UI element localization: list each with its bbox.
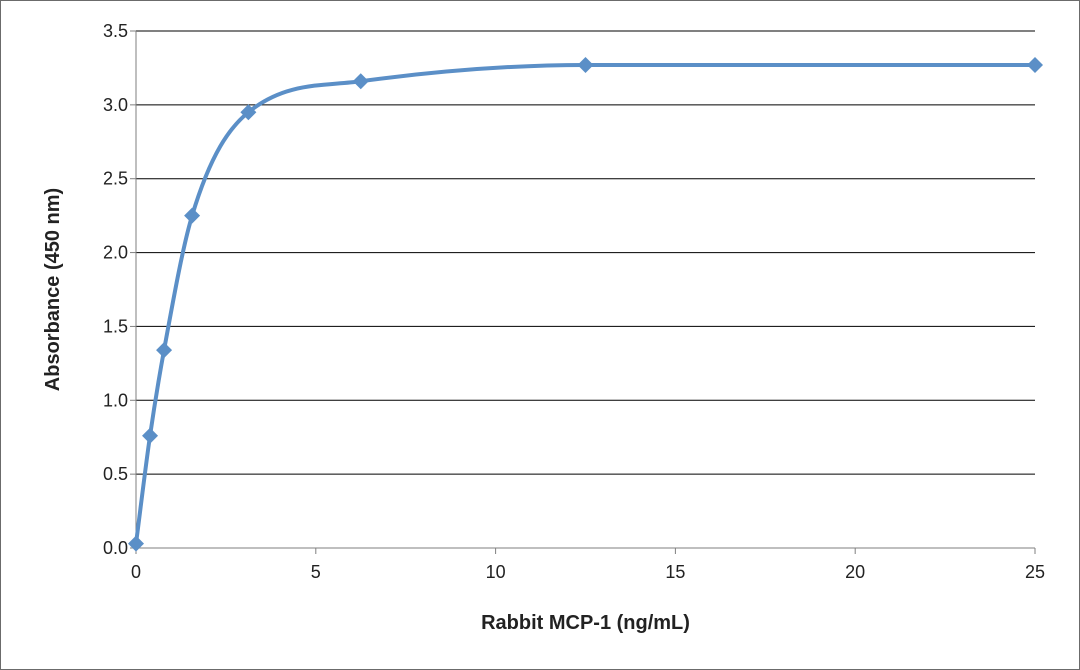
x-tick-label-1: 5 [311, 562, 321, 582]
data-point-5 [352, 73, 369, 90]
y-tick-label-3: 1.5 [103, 316, 128, 336]
x-tick-label-5: 25 [1025, 562, 1045, 582]
y-tick-label-4: 2.0 [103, 243, 128, 263]
y-tick-label-5: 2.5 [103, 169, 128, 189]
gridlines [136, 30, 1035, 475]
data-point-3 [184, 207, 201, 224]
x-tick-label-4: 20 [845, 562, 865, 582]
axes [130, 30, 1036, 554]
y-tick-label-6: 3.0 [103, 95, 128, 115]
y-tick-labels: 0.0 0.5 1.0 1.5 2.0 2.5 3.0 3.5 [103, 21, 128, 558]
series-group [128, 56, 1043, 552]
y-tick-label-0: 0.0 [103, 538, 128, 558]
y-axis-title: Absorbance (450 nm) [42, 188, 64, 391]
data-point-2 [156, 342, 173, 359]
x-tick-label-0: 0 [131, 562, 141, 582]
data-point-1 [142, 427, 159, 444]
y-tick-label-1: 0.5 [103, 464, 128, 484]
x-tick-label-2: 10 [486, 562, 506, 582]
y-tick-label-2: 1.0 [103, 390, 128, 410]
data-point-7 [1027, 56, 1043, 73]
x-tick-label-3: 15 [665, 562, 685, 582]
data-point-0 [128, 535, 144, 552]
data-point-6 [577, 56, 594, 73]
x-axis-title: Rabbit MCP-1 (ng/mL) [481, 612, 690, 634]
data-point-4 [240, 104, 257, 121]
series-line-0 [134, 62, 1037, 546]
y-tick-label-7: 3.5 [103, 21, 128, 41]
x-tick-labels: 0 5 10 15 20 25 [131, 562, 1045, 582]
